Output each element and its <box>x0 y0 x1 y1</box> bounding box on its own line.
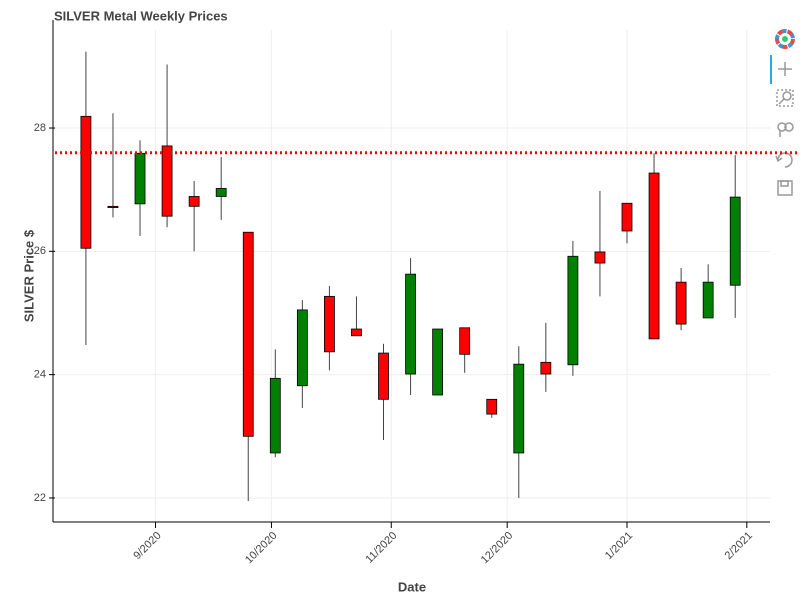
candle-body <box>459 327 471 355</box>
candle-body <box>296 309 308 387</box>
x-tick-label: 9/2020 <box>131 530 163 562</box>
y-tick-label: 22 <box>34 492 46 504</box>
x-axis-title: Date <box>398 579 426 594</box>
candle-body <box>80 115 92 249</box>
y-tick-label: 26 <box>34 245 46 257</box>
candle-body <box>405 273 416 375</box>
x-tick-label: 12/2020 <box>479 530 516 567</box>
candle-body <box>621 202 633 232</box>
x-tick-label: 2/2021 <box>723 530 755 562</box>
candle-body <box>269 377 281 454</box>
pan-tool[interactable] <box>778 62 792 76</box>
y-tick-label: 28 <box>34 122 46 134</box>
candle-body <box>161 145 173 217</box>
save-tool[interactable] <box>777 180 793 196</box>
candle-body <box>729 196 741 286</box>
candle-body <box>540 361 552 375</box>
bokeh-logo[interactable] <box>775 29 795 49</box>
x-tick-label: 10/2020 <box>243 530 280 567</box>
candle-body <box>188 196 200 207</box>
y-tick-label: 24 <box>34 369 46 381</box>
reset-tool[interactable] <box>775 152 793 168</box>
candle-body <box>486 398 498 415</box>
candle-body <box>432 328 444 396</box>
toolbar <box>770 29 795 196</box>
box-zoom-tool[interactable] <box>776 89 794 107</box>
candle-body <box>134 152 146 205</box>
candle-body <box>513 363 525 454</box>
candle-body <box>215 188 227 197</box>
candle-body <box>648 172 660 340</box>
candle-body <box>675 281 687 325</box>
x-tick-label: 11/2020 <box>363 530 399 566</box>
candle-body <box>567 255 579 366</box>
candle-body <box>702 281 714 319</box>
candle-body <box>594 251 606 264</box>
wheel-zoom-tool[interactable] <box>777 122 794 137</box>
x-tick-label: 1/2021 <box>603 530 635 562</box>
candle-body <box>107 205 119 208</box>
candle-body <box>242 231 254 437</box>
candle-body <box>378 352 389 400</box>
chart-title: SILVER Metal Weekly Prices <box>54 8 228 23</box>
candle-body <box>351 328 362 337</box>
y-axis-title: SILVER Price $ <box>21 229 36 322</box>
candle-body <box>324 295 335 353</box>
